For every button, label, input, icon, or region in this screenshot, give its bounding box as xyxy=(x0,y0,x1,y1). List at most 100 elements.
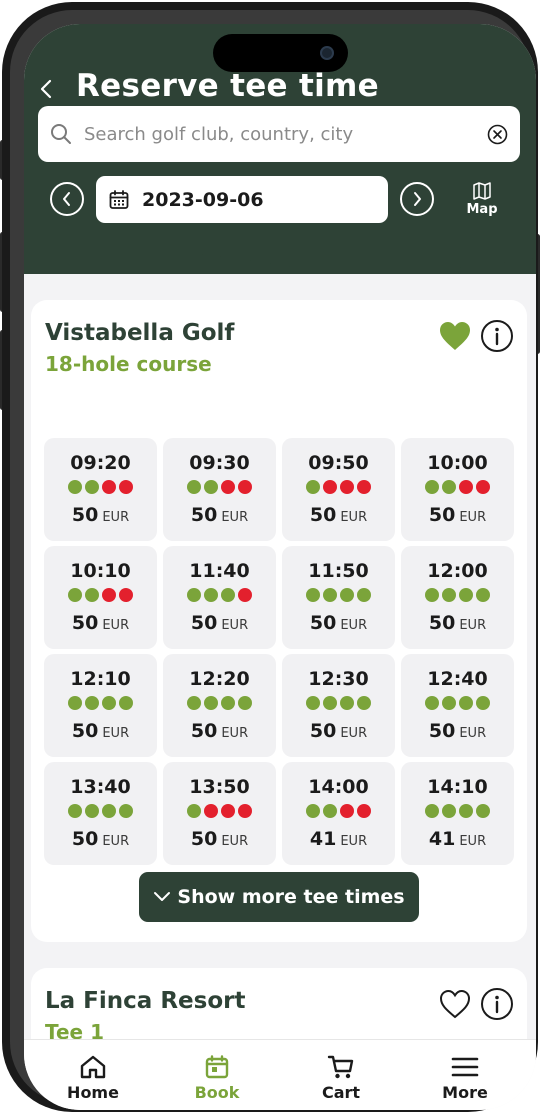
search-icon xyxy=(51,124,71,144)
price-currency: EUR xyxy=(459,834,487,849)
search-placeholder: Search golf club, country, city xyxy=(84,123,354,145)
club-card[interactable]: Vistabella Golf 18-hole course 09:20 50 EU… xyxy=(31,300,527,942)
price-currency: EUR xyxy=(221,510,249,525)
available-spot-dot xyxy=(442,588,456,602)
booked-spot-dot xyxy=(340,480,354,494)
tee-time-slot[interactable]: 13:40 50 EUR xyxy=(44,762,157,865)
player-availability xyxy=(306,480,371,495)
tee-time: 11:40 xyxy=(189,560,250,582)
player-availability xyxy=(68,804,133,819)
price-amount: 50 xyxy=(190,612,218,634)
available-spot-dot xyxy=(102,696,116,710)
tee-price: 41 EUR xyxy=(310,828,367,850)
tee-time-slot[interactable]: 09:20 50 EUR xyxy=(44,438,157,541)
tab-more[interactable]: More xyxy=(410,1054,520,1102)
club-name: La Finca Resort xyxy=(45,988,246,1014)
available-spot-dot xyxy=(425,588,439,602)
player-availability xyxy=(68,696,133,711)
chevron-down-icon xyxy=(154,892,171,901)
selected-date: 2023-09-06 xyxy=(142,188,264,211)
tee-time: 14:00 xyxy=(308,776,369,798)
tee-time-slot[interactable]: 14:00 41 EUR xyxy=(282,762,395,865)
player-availability xyxy=(425,804,490,819)
tee-time-slot[interactable]: 12:10 50 EUR xyxy=(44,654,157,757)
app-screen: Reserve tee time Search golf club, count… xyxy=(24,24,536,1110)
available-spot-dot xyxy=(323,696,337,710)
booked-spot-dot xyxy=(238,804,252,818)
price-currency: EUR xyxy=(221,618,249,633)
tee-price: 50 EUR xyxy=(429,720,486,742)
tee-time-slot[interactable]: 12:00 50 EUR xyxy=(401,546,514,649)
tee-time: 10:10 xyxy=(70,560,131,582)
tee-price: 50 EUR xyxy=(72,504,129,526)
tee-time: 12:10 xyxy=(70,668,131,690)
info-icon[interactable] xyxy=(480,319,514,353)
show-more-label: Show more tee times xyxy=(177,886,405,908)
player-availability xyxy=(425,480,490,495)
booked-spot-dot xyxy=(357,480,371,494)
available-spot-dot xyxy=(323,804,337,818)
course-name: 18-hole course xyxy=(45,352,212,376)
map-icon xyxy=(473,182,491,200)
booked-spot-dot xyxy=(204,804,218,818)
date-picker[interactable]: 2023-09-06 xyxy=(96,176,388,223)
tee-time: 12:00 xyxy=(427,560,488,582)
previous-date-button[interactable] xyxy=(50,182,84,216)
available-spot-dot xyxy=(68,588,82,602)
price-currency: EUR xyxy=(340,726,368,741)
tee-time-slot[interactable]: 11:50 50 EUR xyxy=(282,546,395,649)
price-currency: EUR xyxy=(459,726,487,741)
back-button[interactable] xyxy=(34,74,58,104)
available-spot-dot xyxy=(204,480,218,494)
tee-price: 50 EUR xyxy=(72,720,129,742)
price-currency: EUR xyxy=(459,618,487,633)
show-more-button[interactable]: Show more tee times xyxy=(139,872,419,922)
tab-cart-label: Cart xyxy=(321,1083,361,1102)
booked-spot-dot xyxy=(476,480,490,494)
tee-price: 50 EUR xyxy=(72,828,129,850)
heart-filled-icon[interactable] xyxy=(438,320,472,352)
next-date-button[interactable] xyxy=(400,182,434,216)
tee-price: 50 EUR xyxy=(429,612,486,634)
tee-time-slot[interactable]: 10:10 50 EUR xyxy=(44,546,157,649)
player-availability xyxy=(187,804,252,819)
price-amount: 50 xyxy=(428,720,456,742)
price-currency: EUR xyxy=(221,726,249,741)
available-spot-dot xyxy=(476,696,490,710)
booked-spot-dot xyxy=(221,804,235,818)
tab-cart[interactable]: Cart xyxy=(286,1054,396,1102)
tee-time-slot[interactable]: 12:20 50 EUR xyxy=(163,654,276,757)
price-amount: 50 xyxy=(190,720,218,742)
tee-time-slot[interactable]: 12:30 50 EUR xyxy=(282,654,395,757)
price-amount: 50 xyxy=(71,612,99,634)
header: Reserve tee time Search golf club, count… xyxy=(24,24,536,274)
tee-price: 50 EUR xyxy=(191,720,248,742)
tee-time-slot[interactable]: 14:10 41 EUR xyxy=(401,762,514,865)
tee-time-slot[interactable]: 09:50 50 EUR xyxy=(282,438,395,541)
tee-time-grid: 09:20 50 EUR 09:30 50 EUR 09:50 50 EUR 10:00 50 EUR… xyxy=(44,438,514,865)
tee-time-slot[interactable]: 11:40 50 EUR xyxy=(163,546,276,649)
player-availability xyxy=(425,588,490,603)
available-spot-dot xyxy=(340,696,354,710)
chevron-right-icon xyxy=(414,192,421,206)
available-spot-dot xyxy=(357,588,371,602)
booked-spot-dot xyxy=(357,804,371,818)
available-spot-dot xyxy=(442,480,456,494)
map-button[interactable]: Map xyxy=(460,182,504,217)
clear-search-icon[interactable] xyxy=(487,124,508,145)
booked-spot-dot xyxy=(238,588,252,602)
heart-outline-icon[interactable] xyxy=(438,988,472,1020)
tee-time-slot[interactable]: 10:00 50 EUR xyxy=(401,438,514,541)
tab-book[interactable]: Book xyxy=(162,1054,272,1102)
tee-time-slot[interactable]: 12:40 50 EUR xyxy=(401,654,514,757)
tab-home[interactable]: Home xyxy=(38,1054,148,1102)
available-spot-dot xyxy=(68,696,82,710)
tee-time-slot[interactable]: 09:30 50 EUR xyxy=(163,438,276,541)
available-spot-dot xyxy=(85,480,99,494)
tee-time-slot[interactable]: 13:50 50 EUR xyxy=(163,762,276,865)
tee-time: 12:20 xyxy=(189,668,250,690)
player-availability xyxy=(187,588,252,603)
search-field[interactable]: Search golf club, country, city xyxy=(38,106,520,162)
info-icon[interactable] xyxy=(480,987,514,1021)
camera-icon xyxy=(320,46,334,60)
